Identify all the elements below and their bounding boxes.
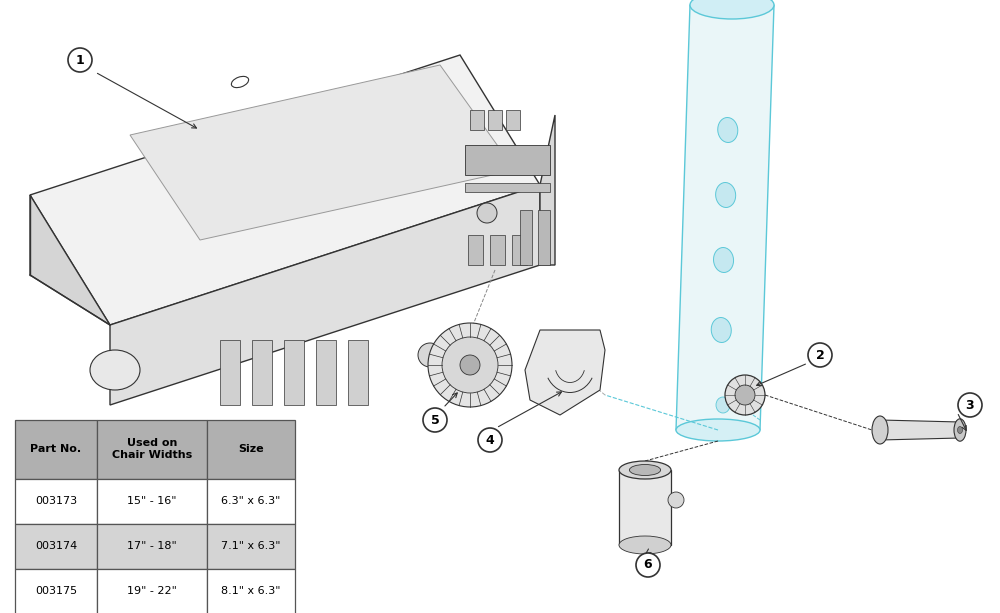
Circle shape xyxy=(808,343,832,367)
Polygon shape xyxy=(468,235,483,265)
Polygon shape xyxy=(880,420,960,440)
Polygon shape xyxy=(506,110,520,130)
Ellipse shape xyxy=(714,248,734,273)
Ellipse shape xyxy=(90,350,140,390)
Polygon shape xyxy=(520,210,532,265)
Circle shape xyxy=(478,428,502,452)
Text: 6.3" x 6.3": 6.3" x 6.3" xyxy=(221,496,281,506)
Polygon shape xyxy=(30,55,540,325)
FancyBboxPatch shape xyxy=(97,479,207,524)
Polygon shape xyxy=(316,340,336,405)
Circle shape xyxy=(958,393,982,417)
Polygon shape xyxy=(220,340,240,405)
Text: 19" - 22": 19" - 22" xyxy=(127,586,177,596)
Text: 15" - 16": 15" - 16" xyxy=(127,496,177,506)
Polygon shape xyxy=(284,340,304,405)
Polygon shape xyxy=(676,5,774,430)
Polygon shape xyxy=(540,115,555,265)
Ellipse shape xyxy=(718,118,738,142)
Circle shape xyxy=(477,203,497,223)
Circle shape xyxy=(460,355,480,375)
Text: 2: 2 xyxy=(816,349,824,362)
Circle shape xyxy=(442,337,498,393)
FancyBboxPatch shape xyxy=(97,420,207,479)
Ellipse shape xyxy=(619,536,671,554)
Polygon shape xyxy=(512,235,527,265)
Ellipse shape xyxy=(716,183,736,207)
FancyBboxPatch shape xyxy=(97,568,207,613)
Polygon shape xyxy=(488,110,502,130)
Ellipse shape xyxy=(735,385,755,405)
FancyBboxPatch shape xyxy=(15,420,97,479)
FancyBboxPatch shape xyxy=(207,568,295,613)
Polygon shape xyxy=(538,210,550,265)
Text: Used on
Chair Widths: Used on Chair Widths xyxy=(112,438,192,460)
Text: Size: Size xyxy=(238,444,264,454)
Ellipse shape xyxy=(668,492,684,508)
Polygon shape xyxy=(30,195,110,325)
FancyBboxPatch shape xyxy=(15,568,97,613)
Text: 5: 5 xyxy=(431,414,439,427)
Ellipse shape xyxy=(711,318,731,343)
Circle shape xyxy=(636,553,660,577)
Polygon shape xyxy=(465,145,550,175)
Polygon shape xyxy=(490,235,505,265)
FancyBboxPatch shape xyxy=(207,479,295,524)
Text: Part No.: Part No. xyxy=(30,444,82,454)
Ellipse shape xyxy=(619,461,671,479)
Ellipse shape xyxy=(629,465,661,476)
Ellipse shape xyxy=(716,397,730,413)
Text: 17" - 18": 17" - 18" xyxy=(127,541,177,551)
Text: 003175: 003175 xyxy=(35,586,77,596)
Text: 003174: 003174 xyxy=(35,541,77,551)
Text: 3: 3 xyxy=(966,398,974,411)
Text: 8.1" x 6.3": 8.1" x 6.3" xyxy=(221,586,281,596)
FancyBboxPatch shape xyxy=(207,420,295,479)
Circle shape xyxy=(418,343,442,367)
FancyBboxPatch shape xyxy=(15,479,97,524)
FancyBboxPatch shape xyxy=(15,524,97,568)
Ellipse shape xyxy=(725,375,765,415)
Polygon shape xyxy=(110,185,540,405)
Polygon shape xyxy=(525,330,605,415)
Text: 1: 1 xyxy=(76,53,84,66)
Polygon shape xyxy=(470,110,484,130)
Polygon shape xyxy=(252,340,272,405)
Ellipse shape xyxy=(872,416,888,444)
Ellipse shape xyxy=(690,0,774,19)
Circle shape xyxy=(428,323,512,407)
FancyBboxPatch shape xyxy=(97,524,207,568)
Circle shape xyxy=(423,408,447,432)
Text: 4: 4 xyxy=(486,433,494,446)
Ellipse shape xyxy=(676,419,760,441)
Ellipse shape xyxy=(958,427,962,433)
Text: 6: 6 xyxy=(644,558,652,571)
Text: 7.1" x 6.3": 7.1" x 6.3" xyxy=(221,541,281,551)
Text: 003173: 003173 xyxy=(35,496,77,506)
Polygon shape xyxy=(465,183,550,192)
Polygon shape xyxy=(130,65,515,240)
FancyBboxPatch shape xyxy=(207,524,295,568)
Polygon shape xyxy=(619,470,671,545)
Ellipse shape xyxy=(954,419,966,441)
Circle shape xyxy=(68,48,92,72)
Polygon shape xyxy=(348,340,368,405)
